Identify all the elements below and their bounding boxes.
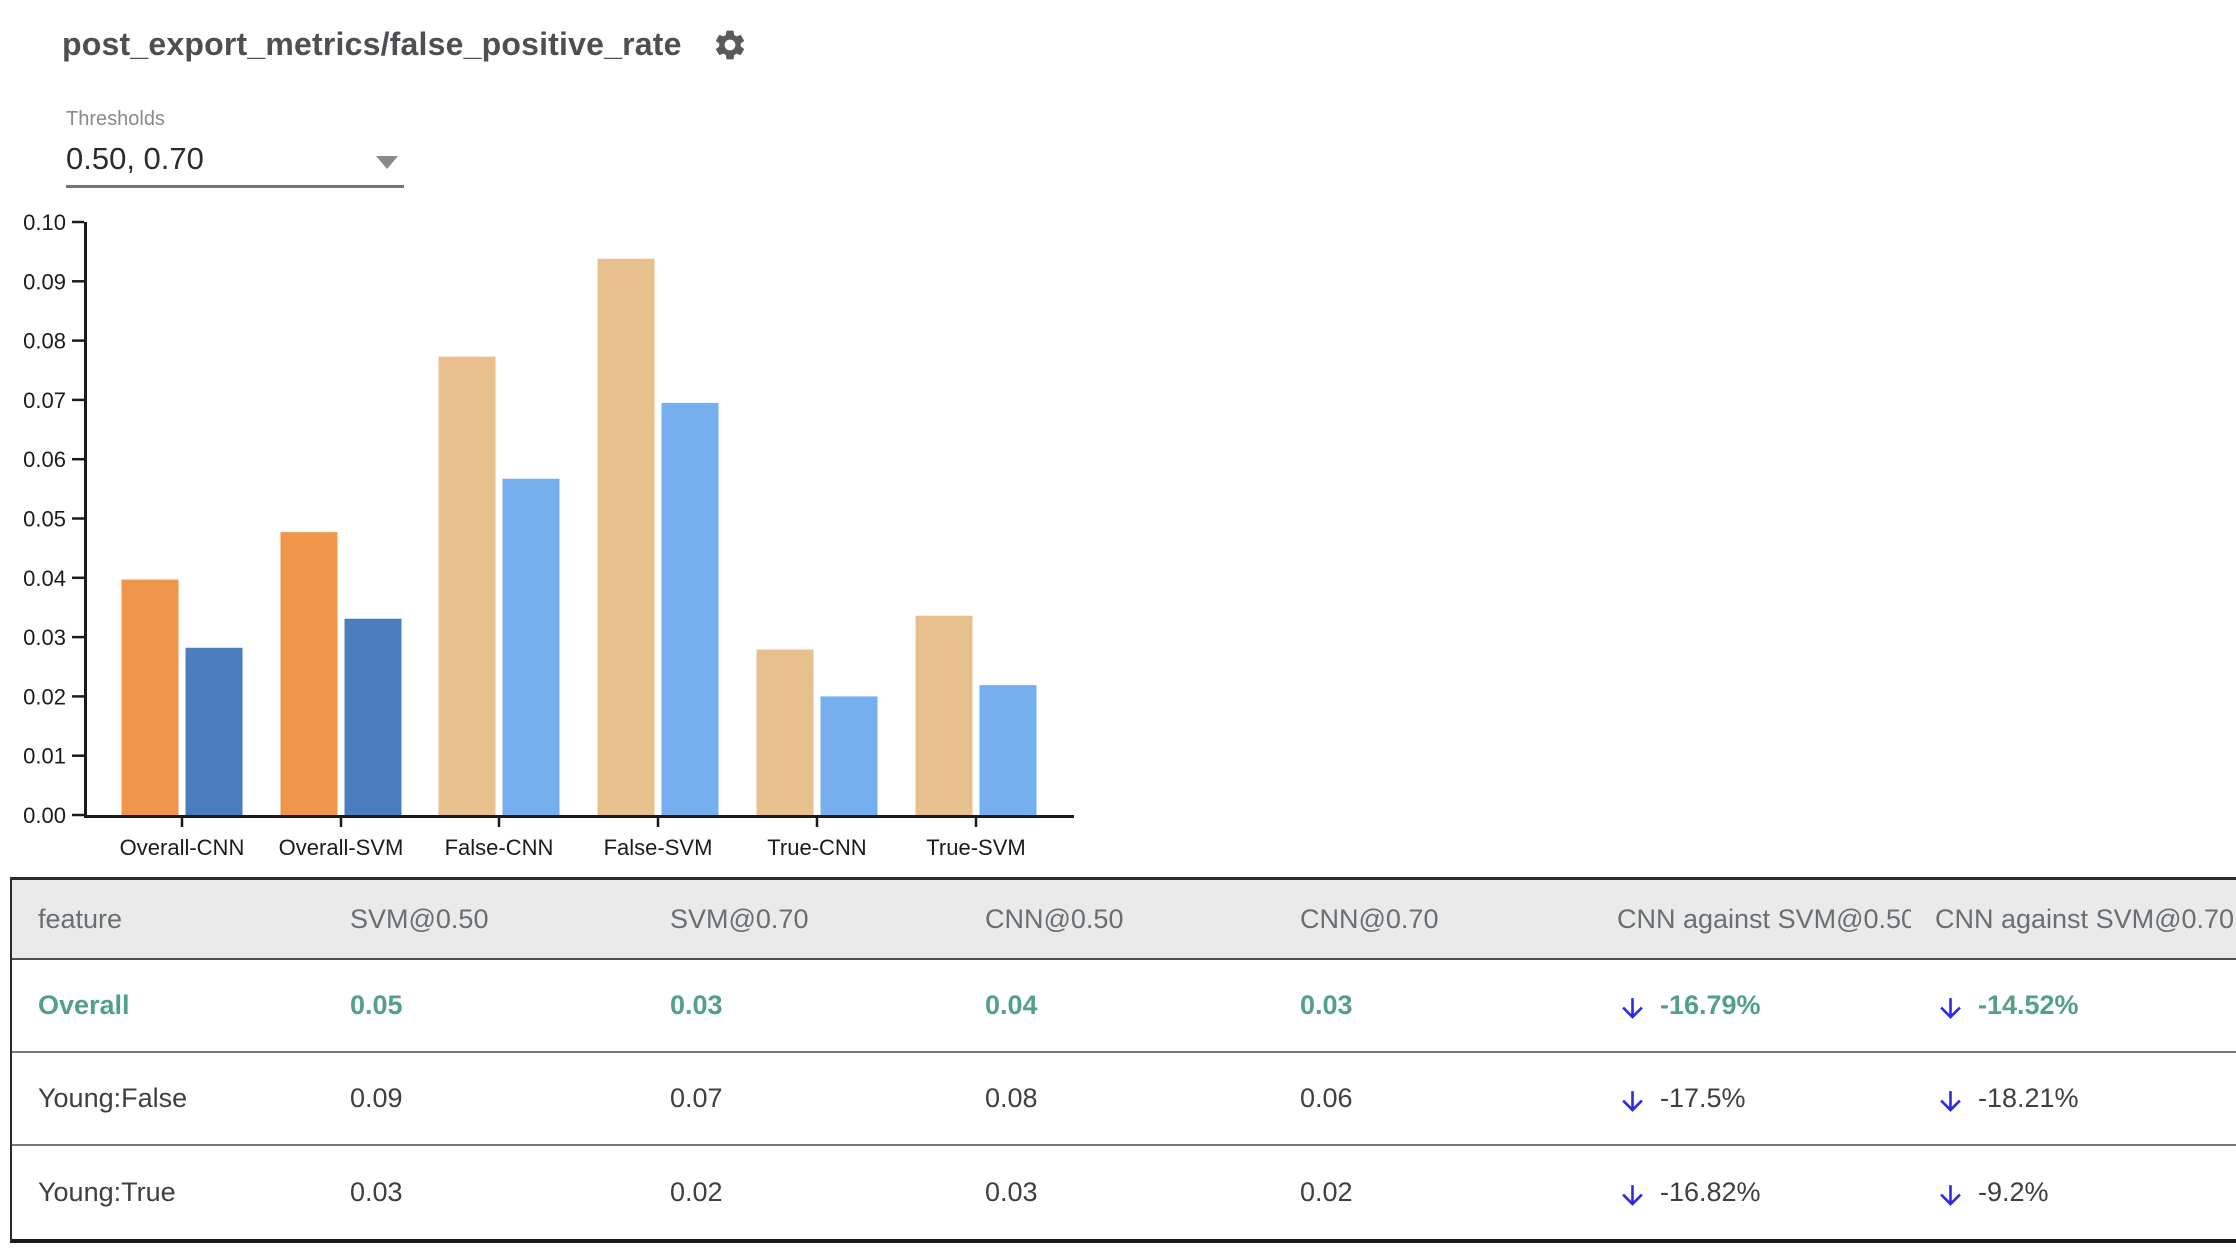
- bar-t070: [344, 618, 402, 815]
- arrow-down-icon: [1622, 998, 1643, 1019]
- y-tick-label: 0.01: [23, 744, 66, 769]
- delta-value: -14.52%: [1978, 990, 2079, 1020]
- bar-t050: [121, 579, 179, 815]
- thresholds-dropdown[interactable]: Thresholds 0.50, 0.70: [66, 108, 406, 188]
- bar-t070: [979, 685, 1037, 815]
- metric-value: 0.03: [1300, 990, 1353, 1020]
- bar-t050: [438, 356, 496, 815]
- delta-cell: -16.82%: [1593, 1177, 1911, 1208]
- table-row-young-true: Young:True 0.03 0.02 0.03 0.02 -16.82% -…: [12, 1146, 2236, 1239]
- bar-t050: [915, 615, 973, 815]
- delta-value: -17.5%: [1660, 1083, 1746, 1113]
- metric-value: 0.03: [350, 1177, 403, 1207]
- y-tick-label: 0.08: [23, 329, 66, 354]
- column-header-feature: feature: [38, 903, 123, 934]
- column-header-cnn-070: CNN@0.70: [1300, 903, 1439, 934]
- thresholds-select[interactable]: 0.50, 0.70: [66, 141, 406, 177]
- page-title: post_export_metrics/false_positive_rate: [62, 26, 682, 62]
- column-header-cnn-050: CNN@0.50: [985, 903, 1124, 934]
- x-tick-label: False-SVM: [604, 835, 713, 860]
- bar-t070: [661, 402, 719, 815]
- arrow-down-icon: [1622, 1185, 1643, 1206]
- delta-value: -16.79%: [1660, 990, 1761, 1020]
- metric-value: 0.03: [670, 990, 723, 1020]
- bar-t050: [597, 258, 655, 815]
- metric-value: 0.09: [350, 1083, 403, 1113]
- thresholds-value: 0.50, 0.70: [66, 141, 204, 176]
- metric-value: 0.06: [1300, 1083, 1353, 1113]
- metrics-table: feature SVM@0.50 SVM@0.70 CNN@0.50 CNN@0…: [10, 877, 2236, 1243]
- dropdown-underline: [66, 185, 404, 188]
- delta-value: -9.2%: [1978, 1177, 2049, 1207]
- table-header-row: feature SVM@0.50 SVM@0.70 CNN@0.50 CNN@0…: [12, 880, 2236, 960]
- y-tick-label: 0.06: [23, 447, 66, 472]
- bar-t050: [280, 532, 338, 815]
- bar-t070: [185, 647, 243, 815]
- table-row-overall: Overall 0.05 0.03 0.04 0.03 -16.79% -14.…: [12, 960, 2236, 1053]
- x-tick-label: Overall-SVM: [279, 835, 404, 860]
- feature-label: Young:True: [38, 1177, 176, 1207]
- column-header-cnn-against-svm-050: CNN against SVM@0.50: [1617, 903, 1911, 934]
- delta-cell: -18.21%: [1911, 1083, 2236, 1114]
- column-header-svm-070: SVM@0.70: [670, 903, 809, 934]
- arrow-down-icon: [1940, 1185, 1961, 1206]
- metric-value: 0.02: [1300, 1177, 1353, 1207]
- y-tick-label: 0.05: [23, 507, 66, 532]
- bar-t050: [756, 649, 814, 815]
- arrow-down-icon: [1940, 998, 1961, 1019]
- metric-value: 0.02: [670, 1177, 723, 1207]
- x-tick-label: Overall-CNN: [120, 835, 245, 860]
- y-tick-label: 0.10: [23, 210, 66, 235]
- bar-t070: [820, 696, 878, 815]
- bar-t070: [502, 478, 560, 815]
- y-tick-label: 0.03: [23, 625, 66, 650]
- delta-value: -16.82%: [1660, 1177, 1761, 1207]
- metric-value: 0.07: [670, 1083, 723, 1113]
- delta-cell: -9.2%: [1911, 1177, 2236, 1208]
- feature-label: Overall: [38, 990, 130, 1020]
- delta-cell: -16.79%: [1593, 990, 1911, 1021]
- y-tick-label: 0.00: [23, 803, 66, 828]
- x-tick-label: False-CNN: [445, 835, 554, 860]
- y-tick-label: 0.09: [23, 269, 66, 294]
- x-tick-label: True-SVM: [926, 835, 1025, 860]
- false-positive-rate-bar-chart: 0.00 0.01 0.02 0.03 0.04 0.05 0.06 0.07 0.08 0.09…: [23, 210, 1074, 860]
- column-header-cnn-against-svm-070: CNN against SVM@0.70: [1935, 903, 2235, 934]
- thresholds-label: Thresholds: [66, 108, 165, 130]
- y-tick-label: 0.07: [23, 388, 66, 413]
- x-tick-label: True-CNN: [767, 835, 866, 860]
- arrow-down-icon: [1622, 1091, 1643, 1112]
- panel-header: post_export_metrics/false_positive_rate: [62, 26, 748, 63]
- metric-value: 0.08: [985, 1083, 1038, 1113]
- delta-cell: -14.52%: [1911, 990, 2236, 1021]
- y-tick-label: 0.04: [23, 566, 66, 591]
- settings-gear-icon[interactable]: [712, 27, 748, 63]
- column-header-svm-050: SVM@0.50: [350, 903, 489, 934]
- y-tick-label: 0.02: [23, 684, 66, 709]
- metric-value: 0.05: [350, 990, 403, 1020]
- metric-value: 0.04: [985, 990, 1038, 1020]
- table-row-young-false: Young:False 0.09 0.07 0.08 0.06 -17.5% -…: [12, 1053, 2236, 1146]
- feature-label: Young:False: [38, 1083, 188, 1113]
- dropdown-caret-icon: [376, 155, 398, 169]
- delta-cell: -17.5%: [1593, 1083, 1911, 1114]
- metric-value: 0.03: [985, 1177, 1038, 1207]
- arrow-down-icon: [1940, 1091, 1961, 1112]
- delta-value: -18.21%: [1978, 1083, 2079, 1113]
